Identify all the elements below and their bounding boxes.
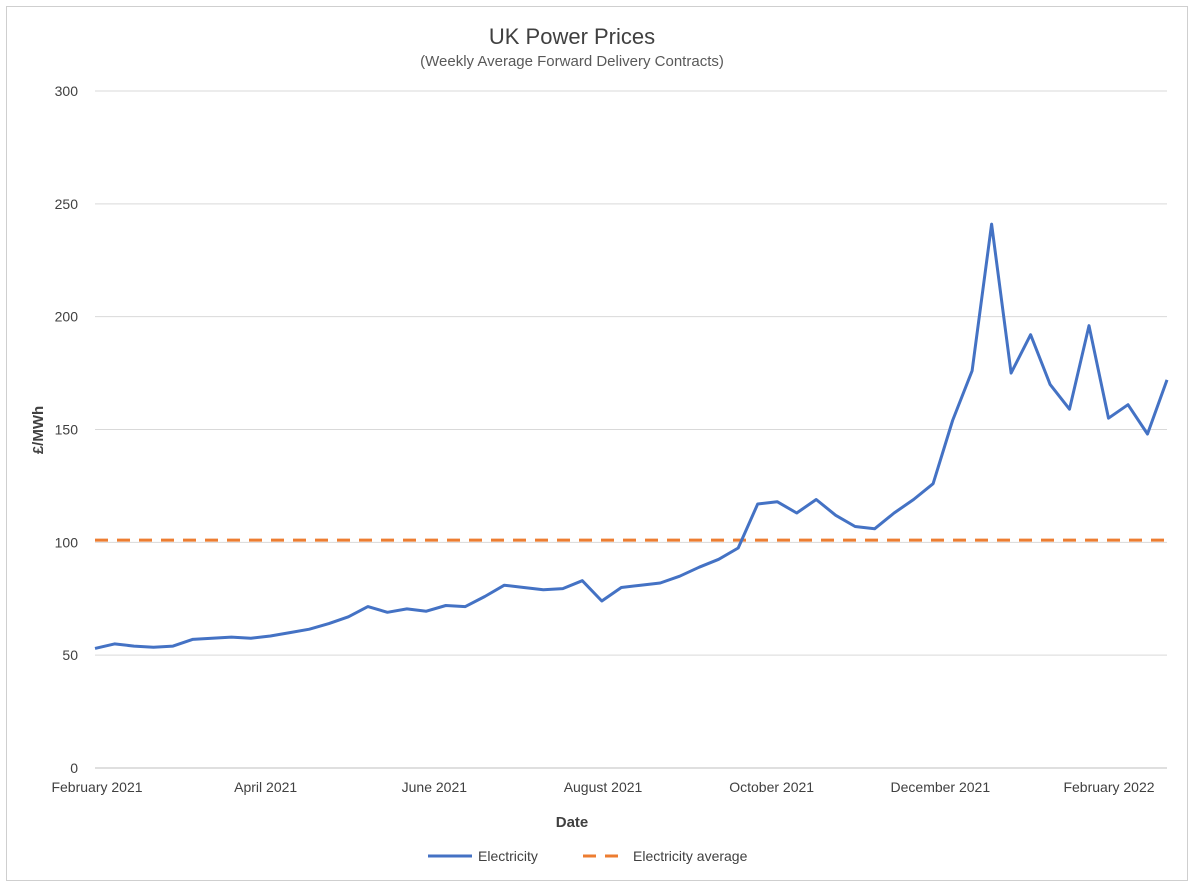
y-tick-label: 0 [70, 760, 78, 776]
series-electricity-line [94, 222, 1169, 650]
y-tick-label: 300 [55, 83, 79, 99]
y-tick-label: 150 [55, 422, 79, 438]
x-tick-labels: February 2021 April 2021 June 2021 August 2… [51, 779, 1154, 795]
chart-frame [6, 6, 1188, 881]
x-tick-label: December 2021 [891, 779, 991, 795]
chart-subtitle: (Weekly Average Forward Delivery Contrac… [420, 53, 724, 70]
x-tick-label: August 2021 [564, 779, 643, 795]
y-axis-label: £/MWh [30, 406, 47, 454]
chart-title: UK Power Prices [489, 24, 655, 49]
y-tick-label: 100 [55, 534, 79, 550]
y-tick-label: 200 [55, 309, 79, 325]
y-tick-label: 50 [62, 647, 78, 663]
x-tick-label: April 2021 [234, 779, 297, 795]
x-tick-label: February 2021 [51, 779, 142, 795]
legend-label-electricity-average: Electricity average [633, 848, 748, 864]
x-tick-label: June 2021 [402, 779, 468, 795]
x-axis-label: Date [556, 814, 589, 831]
legend: Electricity Electricity average [428, 848, 748, 864]
legend-label-electricity: Electricity [478, 848, 538, 864]
x-tick-label: February 2022 [1063, 779, 1154, 795]
y-tick-label: 250 [55, 196, 79, 212]
gridlines [95, 90, 1167, 656]
y-tick-labels: 0 50 100 150 200 250 300 [55, 83, 79, 776]
x-tick-label: October 2021 [729, 779, 814, 795]
